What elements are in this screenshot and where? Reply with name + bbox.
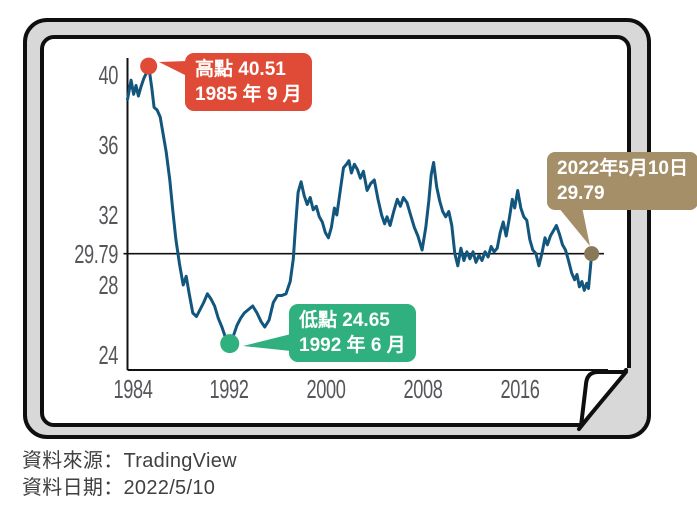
data-source-text: 資料來源：TradingView xyxy=(22,450,237,472)
y-tick-label: 40 xyxy=(98,60,118,90)
current-point-date: 2022年5月10日 xyxy=(557,158,688,179)
y-tick-label: 24 xyxy=(98,340,118,370)
low-point-callout: 低點 24.65 1992 年 6 月 xyxy=(289,304,416,363)
x-tick-label: 2008 xyxy=(403,374,443,404)
x-tick-label: 1984 xyxy=(112,374,153,404)
low-point-value: 低點 24.65 xyxy=(299,310,390,331)
y-tick-label: 29.79 xyxy=(74,238,118,269)
y-tick-label: 32 xyxy=(98,200,118,230)
high-point-value: 高點 40.51 xyxy=(195,59,286,80)
low-point-date: 1992 年 6 月 xyxy=(299,335,406,357)
current-point-value: 29.79 xyxy=(557,183,605,205)
y-tick-label: 36 xyxy=(98,130,118,160)
high-point-date: 1985 年 9 月 xyxy=(195,84,302,106)
high-point-callout: 高點 40.51 1985 年 9 月 xyxy=(185,53,312,112)
y-tick-label: 28 xyxy=(98,270,118,300)
current-point-callout: 2022年5月10日 29.79 xyxy=(547,152,697,211)
data-date-text: 資料日期：2022/5/10 xyxy=(22,477,216,499)
x-tick-label: 1992 xyxy=(209,374,249,404)
x-tick-label: 2016 xyxy=(500,374,540,404)
x-tick-label: 2000 xyxy=(306,374,346,404)
